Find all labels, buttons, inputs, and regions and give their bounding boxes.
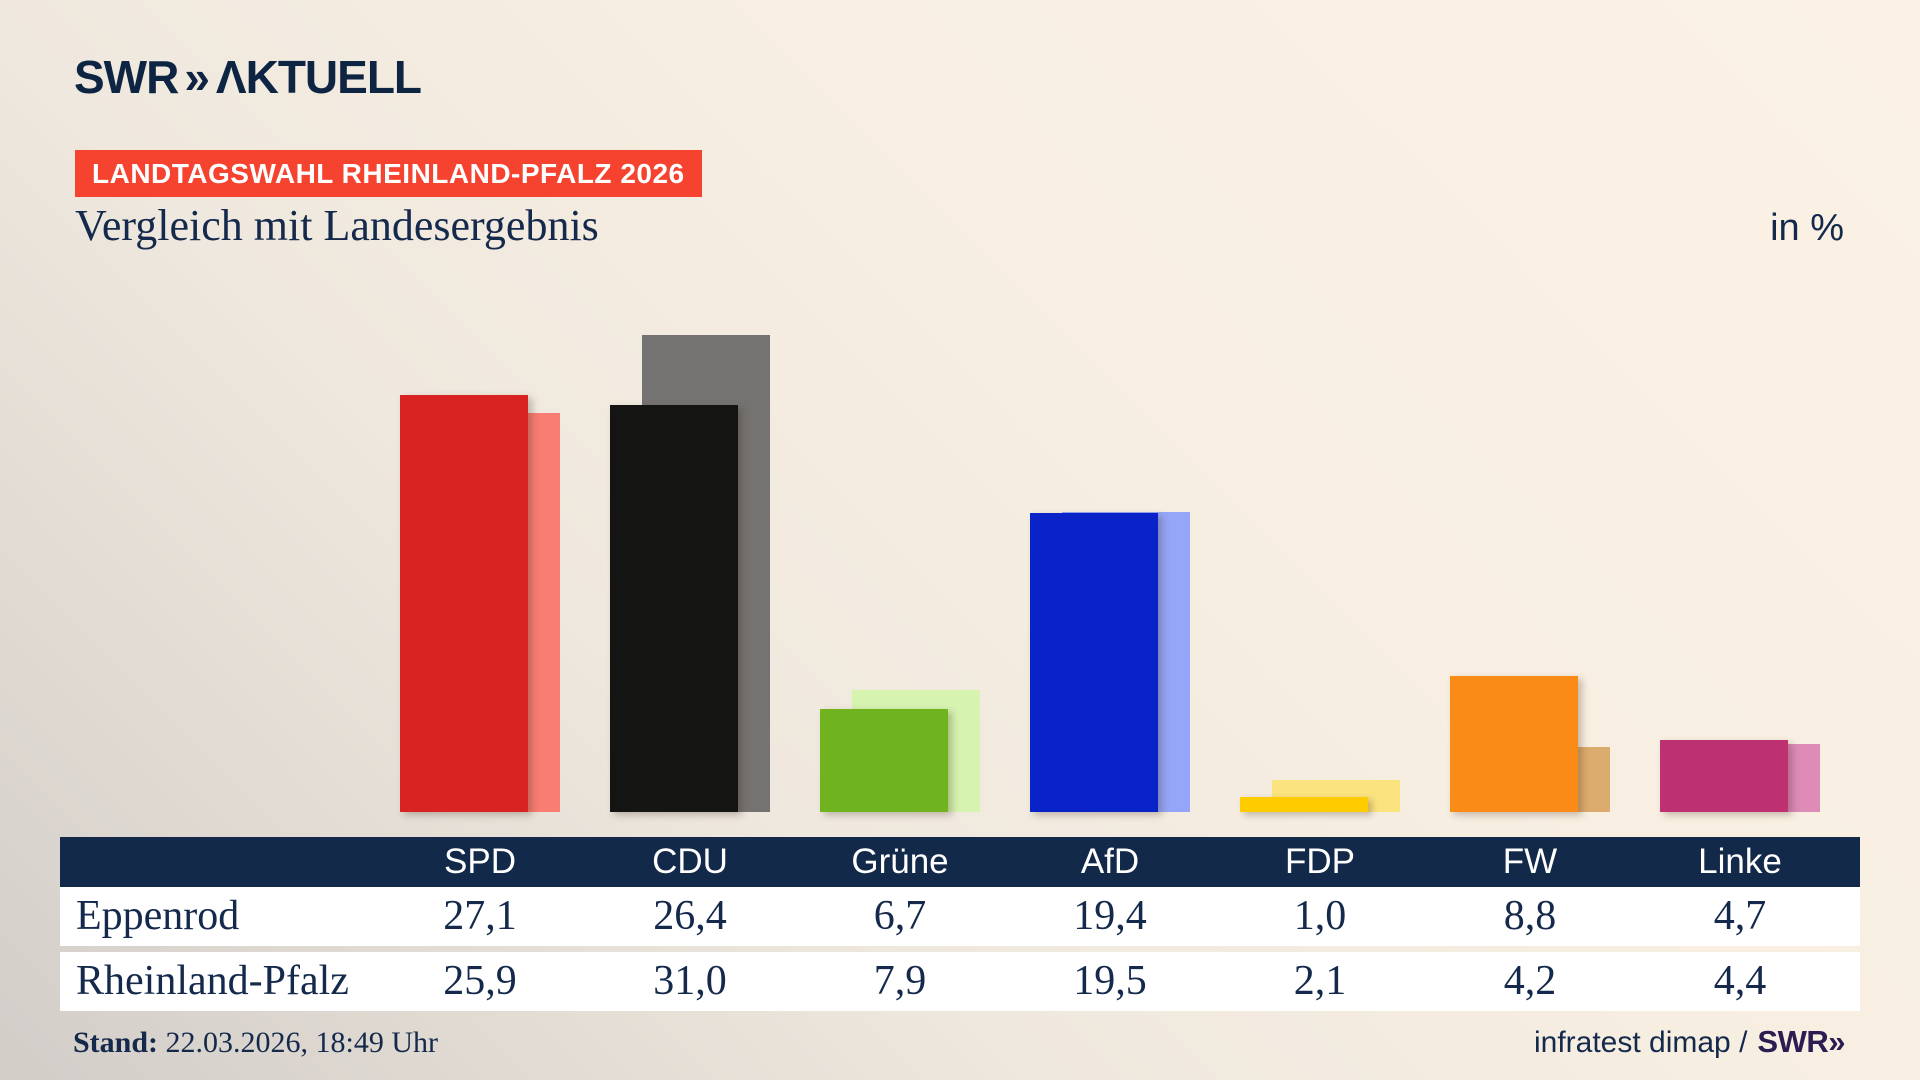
bar-eppenrod-fdp	[1240, 797, 1368, 812]
title-row: Vergleich mit Landesergebnis in %	[75, 200, 1844, 251]
table-cell-value: 2,1	[1293, 958, 1347, 1004]
bar-eppenrod-fw	[1450, 676, 1578, 812]
table-row-label: Eppenrod	[76, 893, 240, 939]
table-header-party: SPD	[444, 842, 516, 881]
table-header-spacer	[60, 837, 375, 887]
table-cell-value: 31,0	[653, 958, 727, 1004]
table-cell-value: 6,7	[873, 893, 927, 939]
table-header-row: SPD CDU Grüne AfD FDP FW Linke	[60, 837, 1860, 887]
timestamp-value: 22.03.2026, 18:49 Uhr	[158, 1026, 439, 1059]
footer: Stand: 22.03.2026, 18:49 Uhr infratest d…	[73, 1024, 1845, 1060]
table-cell-value: 19,5	[1073, 958, 1147, 1004]
table-header-party: CDU	[652, 842, 728, 881]
table-cell-value: 8,8	[1503, 893, 1557, 939]
swr-logo-small: SWR»	[1757, 1024, 1845, 1059]
results-table: SPD CDU Grüne AfD FDP FW Linke Eppenrod 27,1 26,4…	[60, 837, 1860, 1011]
double-chevron-icon: »	[184, 51, 210, 103]
bar-eppenrod-afd	[1030, 513, 1158, 812]
table-header-party: FDP	[1285, 842, 1355, 881]
table-cell-value: 1,0	[1293, 893, 1347, 939]
table-cell-value: 4,2	[1503, 958, 1557, 1004]
unit-label: in %	[1770, 207, 1844, 249]
bar-eppenrod-grüne	[820, 709, 948, 812]
table-header-party: Linke	[1698, 842, 1782, 881]
table-header-party: Grüne	[851, 842, 949, 881]
table-cell-value: 25,9	[443, 958, 517, 1004]
table-row-label: Rheinland-Pfalz	[76, 958, 349, 1004]
bar-eppenrod-cdu	[610, 405, 738, 812]
double-chevron-icon: »	[1828, 1024, 1845, 1059]
bar-eppenrod-linke	[1660, 740, 1788, 812]
table-cell-value: 4,4	[1713, 958, 1767, 1004]
logo-aktuell-text: ΛKTUELL	[215, 51, 422, 103]
logo-swr-text: SWR	[74, 51, 179, 103]
table-cell-value: 19,4	[1073, 893, 1147, 939]
table-cell-value: 27,1	[443, 893, 517, 939]
table-cell-value: 4,7	[1713, 893, 1767, 939]
table-header-party: FW	[1502, 842, 1558, 881]
table-cell-value: 7,9	[873, 958, 927, 1004]
bar-eppenrod-spd	[400, 395, 528, 812]
table-row-eppenrod: Eppenrod 27,1 26,4 6,7 19,4 1,0 8,8 4,7	[60, 887, 1860, 946]
chart-title: Vergleich mit Landesergebnis	[75, 201, 599, 250]
election-badge: LANDTAGSWAHL RHEINLAND-PFALZ 2026	[75, 150, 702, 197]
table-header-party: AfD	[1080, 842, 1140, 881]
swr-aktuell-logo: SWR» ΛKTUELL	[74, 50, 422, 104]
timestamp: Stand: 22.03.2026, 18:49 Uhr	[73, 1026, 438, 1060]
table-cell-value: 26,4	[653, 893, 727, 939]
source-credit: infratest dimap / SWR»	[1533, 1024, 1846, 1060]
table-row-rheinland-pfalz: Rheinland-Pfalz 25,9 31,0 7,9 19,5 2,1 4,2 4,4	[60, 952, 1860, 1011]
source-text: infratest dimap /	[1533, 1026, 1748, 1059]
timestamp-label: Stand:	[73, 1026, 159, 1059]
